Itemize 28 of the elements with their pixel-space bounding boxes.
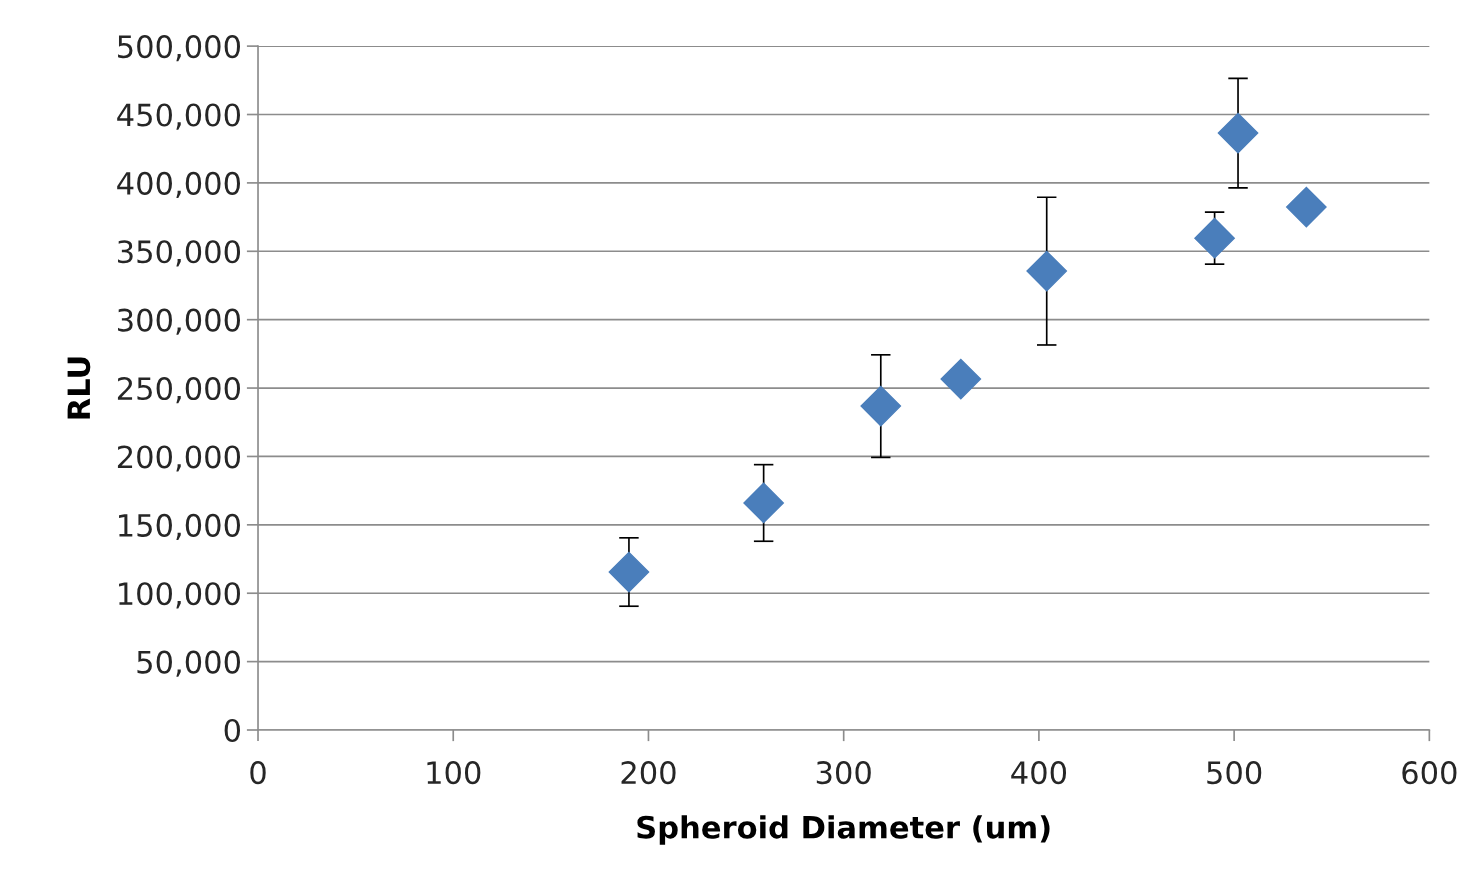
- x-tick-label: 300: [816, 761, 871, 785]
- point: [1026, 250, 1068, 292]
- point: [1286, 186, 1327, 228]
- y-tick-label: 0: [224, 718, 241, 743]
- x-tick-label: 400: [1011, 761, 1067, 785]
- x-axis-title: Spheroid Diameter (um): [637, 815, 1050, 845]
- y-tick-label: 500,000: [118, 35, 241, 62]
- point: [940, 358, 982, 400]
- y-tick-label: 150,000: [119, 513, 241, 540]
- point: [1217, 112, 1259, 154]
- y-tick-label: 450,000: [117, 103, 241, 130]
- y-axis-title: RLU: [67, 357, 91, 419]
- point: [608, 551, 650, 593]
- y-tick-label: 100,000: [119, 582, 241, 609]
- point: [1194, 217, 1235, 259]
- x-tick-label: 100: [427, 761, 481, 785]
- y-tick-label: 300,000: [118, 308, 241, 335]
- x-tick-label: 600: [1402, 761, 1457, 785]
- x-tick-label: 500: [1207, 761, 1262, 785]
- y-tick-label: 50,000: [137, 650, 241, 677]
- y-tick-label: 350,000: [118, 240, 241, 267]
- y-tick-label: 400,000: [117, 171, 241, 199]
- y-tick-label: 200,000: [117, 445, 241, 472]
- y-tick-label: 250,000: [117, 376, 241, 404]
- x-tick-label: 200: [621, 761, 676, 785]
- point: [743, 482, 784, 524]
- point: [860, 385, 902, 427]
- x-tick-label: 0: [250, 761, 266, 785]
